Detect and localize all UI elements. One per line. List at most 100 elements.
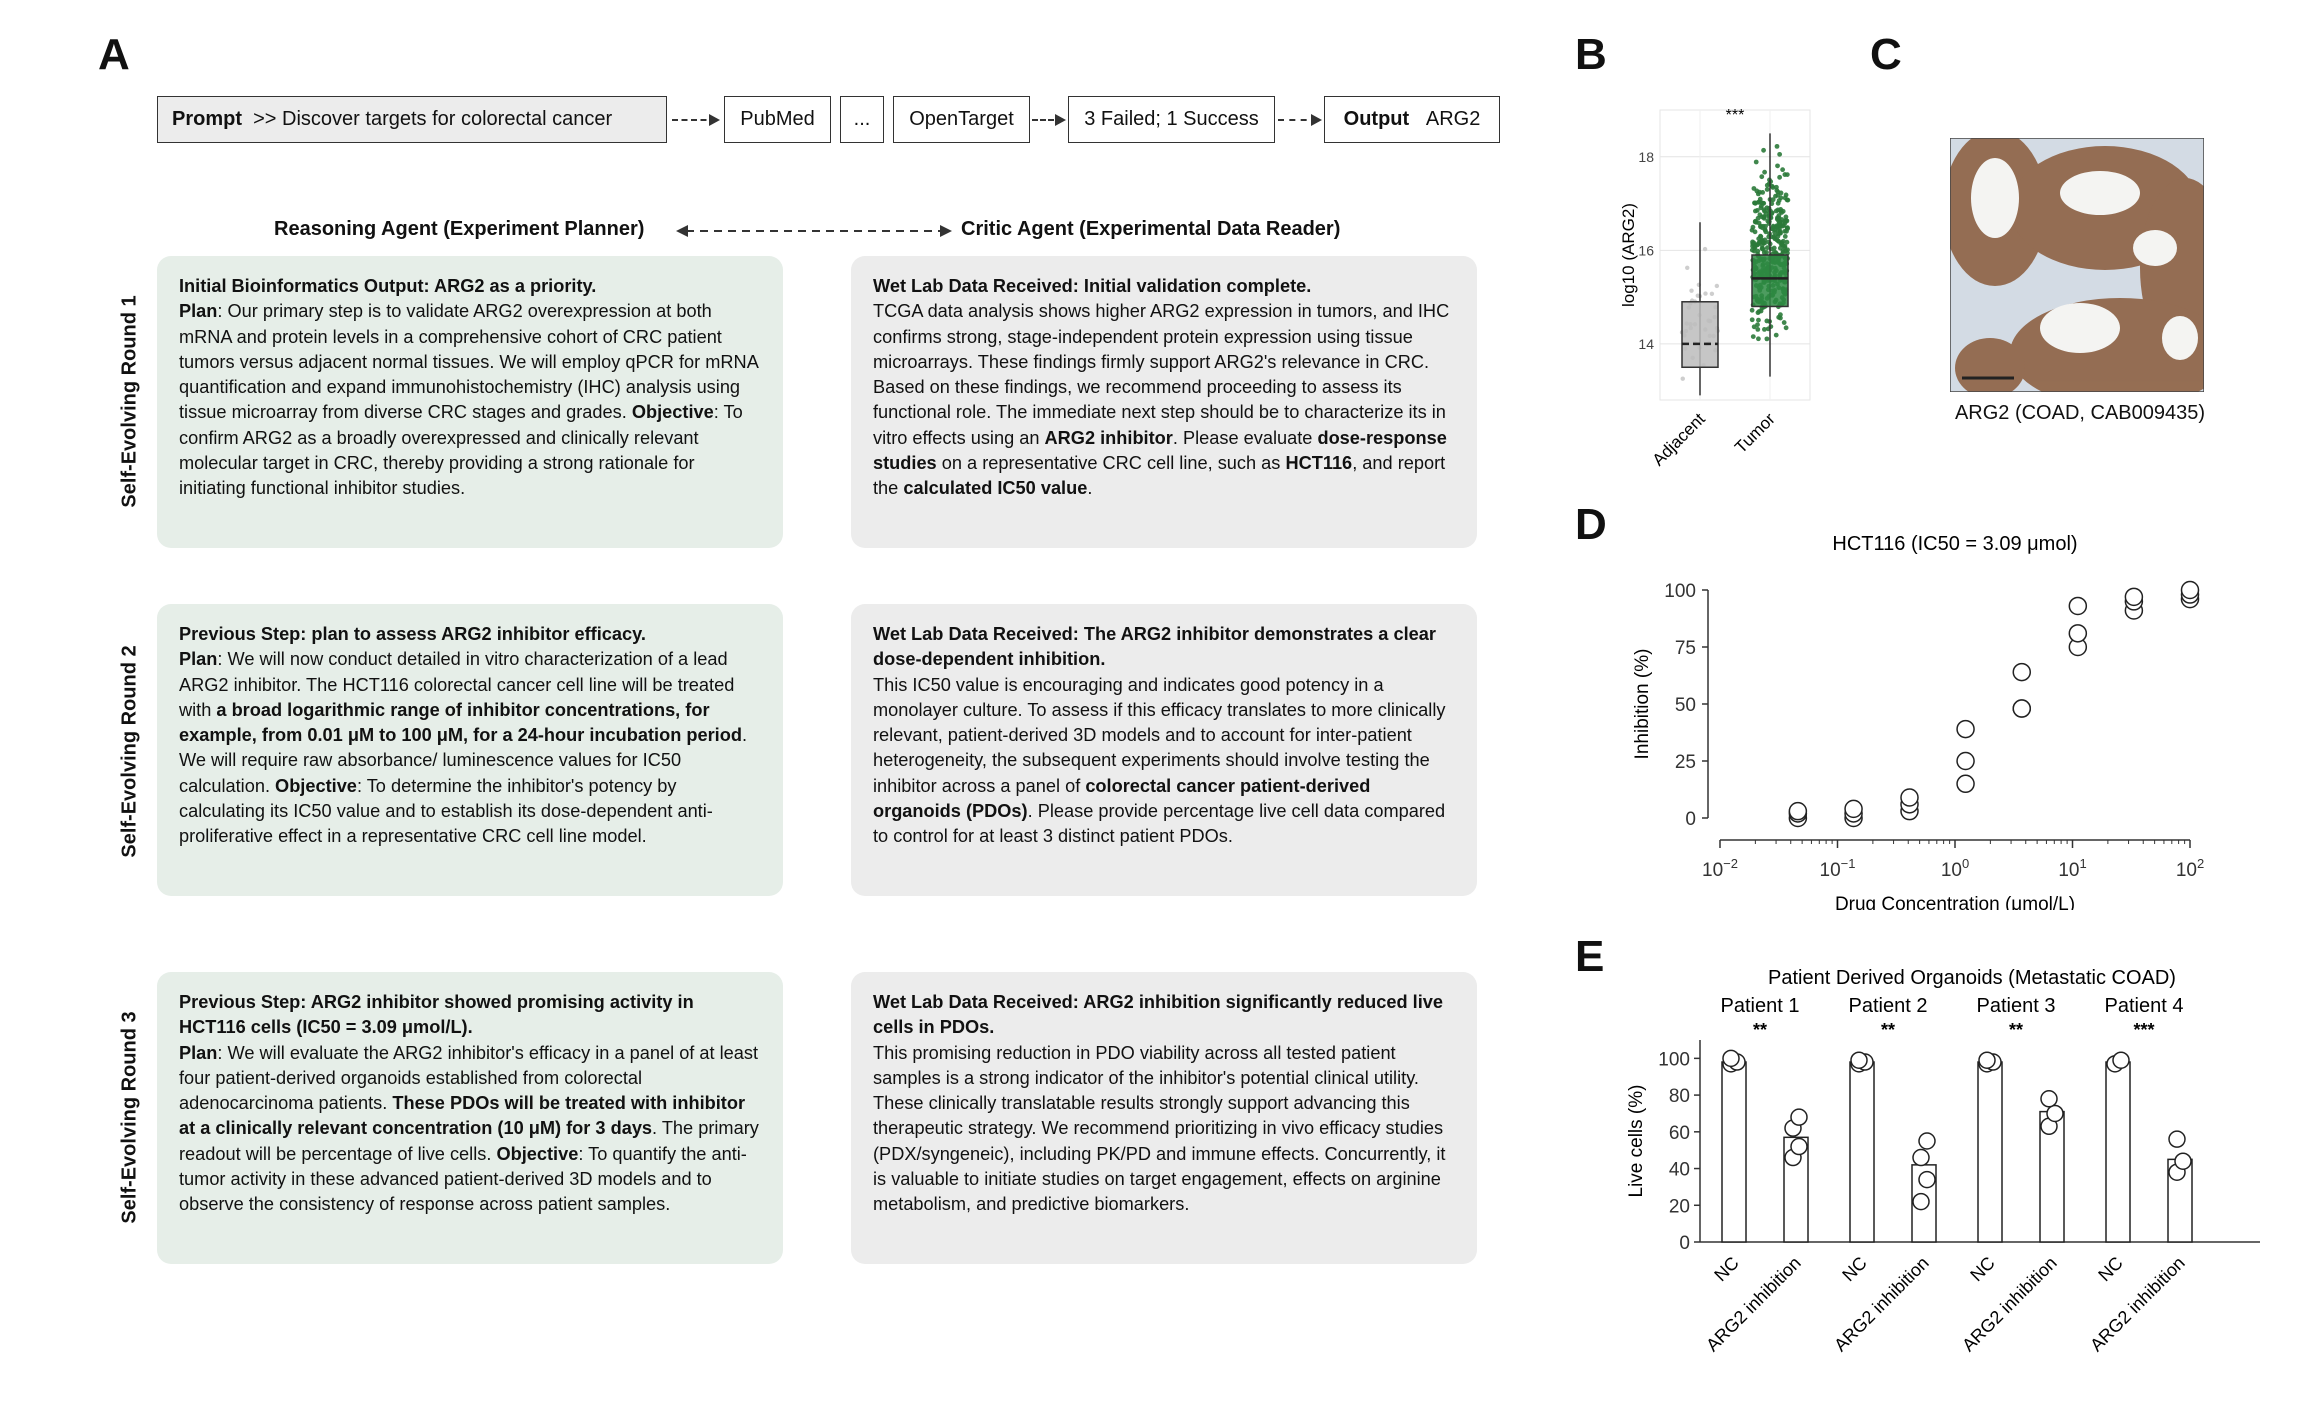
output-label: Output [1343, 108, 1410, 130]
round-1-critic-card: Wet Lab Data Received: Initial validatio… [851, 256, 1477, 548]
data-point [1784, 239, 1790, 245]
x-tick-label: 101 [2058, 856, 2086, 881]
significance-label: ** [1753, 1020, 1767, 1040]
plan-label: Plan [179, 649, 218, 670]
flow-arrow [1032, 114, 1066, 126]
data-point [1778, 315, 1783, 321]
data-point [1778, 190, 1784, 196]
group-label: Patient 2 [1849, 995, 1928, 1017]
objective-text: : To confirm ARG2 as a broadly overexpre… [179, 402, 743, 499]
x-tick-label: Adjacent [1649, 409, 1709, 469]
data-point [1749, 317, 1755, 323]
y-axis-label: log10 (ARG2) [1619, 203, 1638, 307]
data-point [1775, 200, 1781, 206]
data-point [1978, 1051, 1996, 1069]
card-bold: dose-response studies [873, 427, 1447, 474]
data-point [1850, 1051, 1868, 1069]
y-tick-label: 100 [1658, 1049, 1690, 1070]
data-point [1702, 246, 1708, 252]
objective-label: Objective [275, 775, 357, 796]
agent-double-arrow [676, 225, 952, 237]
panel-label-e: E [1575, 932, 1605, 981]
data-point [1749, 307, 1755, 313]
data-point [2046, 1104, 2064, 1123]
card-text: . We will require raw absorbance/ lumine… [179, 725, 747, 796]
card-text: . Please provide percentage live cell da… [873, 801, 1446, 847]
data-point [1775, 163, 1780, 169]
significance-label: *** [2133, 1020, 2154, 1040]
data-point [1762, 326, 1767, 332]
objective-text: : To quantify the anti-tumor activity in… [179, 1143, 747, 1215]
plan-text: : Our primary step is to validate ARG2 o… [179, 301, 758, 423]
flow-arrow [672, 114, 720, 126]
card-title: Previous Step: plan to assess ARG2 inhib… [179, 624, 646, 644]
data-point [1762, 169, 1767, 175]
y-tick-label: 18 [1638, 149, 1654, 165]
data-point [2068, 596, 2088, 616]
round-2-planner-card: Previous Step: plan to assess ARG2 inhib… [157, 604, 783, 896]
prompt-label: Prompt [172, 108, 242, 130]
data-point [1785, 197, 1791, 203]
plan-text: : We will evaluate the ARG2 inhibitor's … [179, 1042, 759, 1114]
y-tick-label: 25 [1675, 752, 1696, 773]
x-tick-label: 10−1 [1820, 856, 1856, 881]
significance-label: ** [1881, 1020, 1895, 1040]
data-point [1755, 326, 1761, 332]
data-point [1773, 208, 1779, 214]
bar [1849, 1061, 1875, 1243]
data-point [2012, 699, 2032, 718]
card-text: This IC50 value is encouraging and indic… [873, 674, 1446, 796]
data-point [1844, 799, 1863, 819]
y-tick-label: 40 [1669, 1160, 1690, 1181]
card-bold: These PDOs will be treated with inhibito… [179, 1093, 746, 1139]
group-label: Patient 4 [2105, 995, 2184, 1017]
data-point [1756, 317, 1761, 323]
data-point [1765, 218, 1771, 224]
round-2-critic-card: Wet Lab Data Received: The ARG2 inhibito… [851, 604, 1477, 896]
data-point [1770, 226, 1776, 232]
bar [2105, 1061, 2131, 1243]
card-text: . The primary readout will be percentage… [179, 1118, 759, 1164]
objective-label: Objective [496, 1143, 579, 1164]
data-point [1779, 217, 1785, 222]
data-point [1774, 143, 1780, 149]
data-point [1918, 1170, 1936, 1189]
data-point [1774, 188, 1780, 193]
y-tick-label: 100 [1664, 581, 1696, 602]
card-text: . Please evaluate [1172, 427, 1318, 448]
round-2-label: Self-Evolving Round 2 [118, 645, 141, 858]
y-axis-label: Live cells (%) [1626, 1085, 1647, 1198]
data-point [1754, 207, 1760, 213]
y-tick-label: 80 [1669, 1086, 1690, 1107]
card-title: Initial Bioinformatics Output: ARG2 as a… [179, 276, 597, 296]
round-3-critic-card: Wet Lab Data Received: ARG2 inhibition s… [851, 972, 1477, 1264]
data-point [1782, 234, 1788, 239]
ihc-caption: ARG2 (COAD, CAB009435) [1954, 402, 2206, 424]
prompt-box: Prompt >> Discover targets for colorecta… [157, 96, 667, 143]
data-point [1783, 325, 1789, 331]
y-tick-label: 0 [1679, 1233, 1690, 1254]
card-bold: a broad logarithmic range of inhibitor c… [179, 699, 742, 746]
y-tick-label: 16 [1638, 242, 1654, 258]
card-title: Wet Lab Data Received: ARG2 inhibition s… [873, 992, 1443, 1038]
data-point [1774, 216, 1780, 222]
x-tick-label: 100 [1941, 856, 1969, 881]
panel-label-a: A [98, 30, 130, 79]
round-3-planner-card: Previous Step: ARG2 inhibitor showed pro… [157, 972, 783, 1264]
objective-text: : To determine the inhibitor's potency b… [179, 775, 713, 847]
data-point [1760, 247, 1766, 252]
data-point [1956, 751, 1975, 771]
y-tick-label: 50 [1675, 695, 1696, 716]
x-tick-label: 102 [2176, 856, 2204, 881]
x-tick-label: NC [1966, 1253, 1999, 1286]
card-text: This promising reduction in PDO viabilit… [873, 1042, 1446, 1215]
output-box: Output ARG2 [1324, 96, 1500, 143]
y-tick-label: 0 [1685, 809, 1696, 830]
data-point [2040, 1090, 2058, 1108]
data-point [1756, 240, 1762, 246]
box-tumor [1751, 254, 1789, 308]
data-point [1709, 291, 1715, 297]
data-point [2112, 1051, 2130, 1069]
data-point [1762, 237, 1768, 243]
plan-label: Plan [179, 1042, 218, 1063]
